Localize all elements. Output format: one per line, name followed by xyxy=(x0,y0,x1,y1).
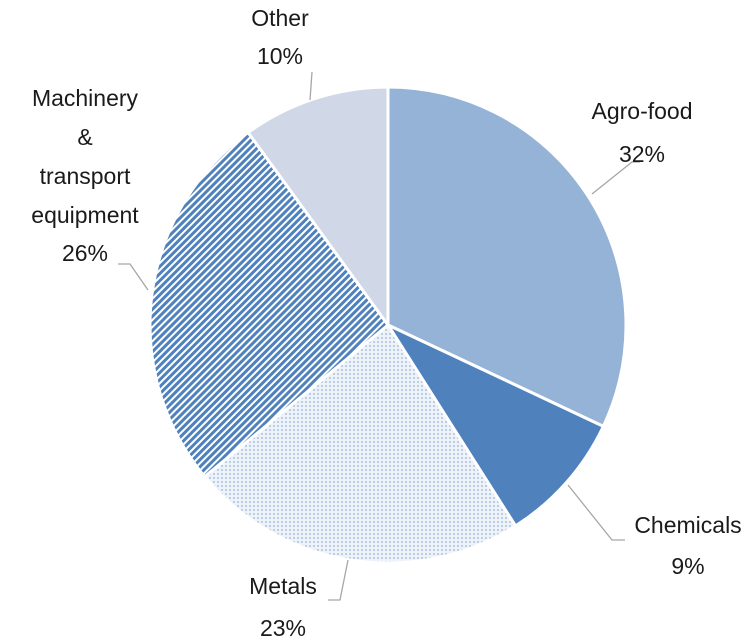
category-label: Other xyxy=(251,5,309,31)
category-label: Machinery & transport equipment xyxy=(31,85,139,228)
pie-slice xyxy=(246,85,390,330)
category-label: Chemicals xyxy=(634,512,741,538)
value-label: 26% xyxy=(62,240,108,266)
pie-slice xyxy=(383,321,606,529)
category-label: Agro-food xyxy=(591,98,692,124)
leader-line xyxy=(328,559,349,601)
pie-slice xyxy=(148,130,391,479)
leader-line xyxy=(118,263,149,291)
leader-line xyxy=(567,484,625,541)
value-label: 10% xyxy=(257,43,303,69)
value-label: 23% xyxy=(260,615,306,641)
pie-slice xyxy=(386,85,628,429)
category-label: Metals xyxy=(249,573,317,599)
pie-slice xyxy=(202,322,518,565)
value-label: 32% xyxy=(619,141,665,167)
value-label: 9% xyxy=(671,553,704,579)
leader-line xyxy=(591,161,640,195)
leader-line xyxy=(309,71,313,101)
